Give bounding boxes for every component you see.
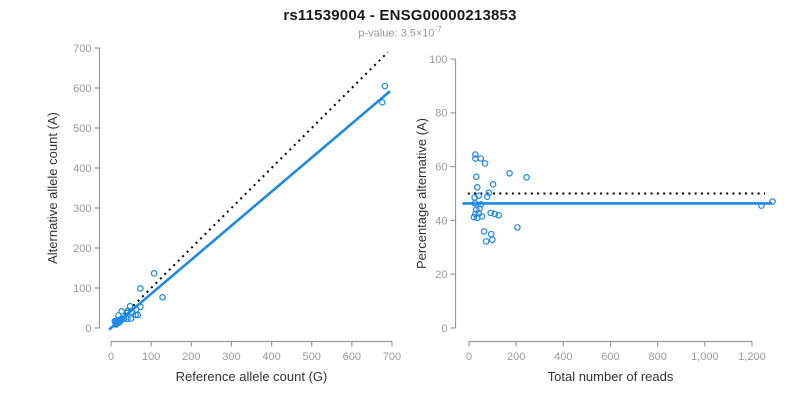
data-point bbox=[470, 213, 478, 221]
x-tick-label: 600 bbox=[343, 351, 361, 363]
y-axis-title: Percentage alternative (A) bbox=[414, 118, 429, 269]
y-tick-label: 0 bbox=[441, 323, 447, 335]
y-tick-label: 600 bbox=[73, 83, 91, 95]
data-point bbox=[480, 228, 488, 235]
data-point bbox=[487, 230, 495, 238]
y-tick-label: 500 bbox=[73, 123, 91, 135]
x-tick-label: 200 bbox=[507, 351, 525, 363]
x-tick-label: 600 bbox=[601, 351, 619, 363]
y-tick-label: 20 bbox=[435, 269, 447, 281]
data-point bbox=[487, 209, 494, 217]
x-tick-label: 500 bbox=[303, 351, 321, 363]
data-point bbox=[495, 211, 503, 219]
data-point bbox=[514, 224, 521, 231]
x-tick-label: 1,200 bbox=[738, 351, 766, 363]
data-point bbox=[477, 155, 485, 162]
data-point bbox=[120, 315, 128, 323]
data-point bbox=[478, 213, 486, 220]
x-tick-label: 100 bbox=[142, 351, 160, 363]
y-axis-title: Alternative allele count (A) bbox=[45, 112, 60, 264]
y-tick-label: 80 bbox=[435, 108, 447, 120]
page-title: rs11539004 - ENSG00000213853 bbox=[283, 7, 517, 24]
x-tick-label: 0 bbox=[108, 351, 114, 363]
y-tick-label: 200 bbox=[73, 243, 91, 255]
data-point bbox=[159, 294, 166, 301]
x-axis-title: Reference allele count (G) bbox=[176, 369, 328, 384]
pvalue-mantissa: 3.5×10 bbox=[400, 27, 435, 40]
x-tick-label: 0 bbox=[466, 351, 472, 363]
data-point bbox=[150, 270, 158, 277]
data-point bbox=[491, 210, 499, 218]
x-tick-label: 700 bbox=[383, 351, 401, 363]
data-point bbox=[769, 198, 776, 205]
percentage-vs-coverage-scatter: 0 20 40 60 80 100 0 200 400 600 800 1,000 1,200 Total… bbox=[414, 54, 776, 384]
data-point bbox=[134, 311, 141, 319]
data-point bbox=[473, 173, 480, 181]
x-tick-label: 200 bbox=[182, 351, 200, 363]
data-point bbox=[124, 315, 131, 323]
y-tick-label: 100 bbox=[73, 283, 91, 295]
x-tick-label: 1,000 bbox=[691, 351, 719, 363]
data-point bbox=[758, 202, 765, 209]
data-point bbox=[485, 189, 493, 196]
data-point bbox=[483, 193, 491, 201]
x-axis-title: Total number of reads bbox=[548, 369, 674, 384]
y-tick-label: 700 bbox=[73, 43, 91, 55]
data-point bbox=[489, 236, 496, 244]
pvalue-subtitle: p-value: 3.5×10-7 bbox=[0, 25, 800, 40]
data-point bbox=[137, 303, 144, 311]
data-point bbox=[506, 170, 513, 177]
data-point bbox=[523, 174, 530, 181]
x-tick-label: 800 bbox=[648, 351, 666, 363]
y-tick-label: 40 bbox=[435, 215, 447, 227]
allele-counts-scatter: 0 100 200 300 400 500 600 700 0 100 200 300 400 500 60… bbox=[45, 43, 401, 384]
data-point bbox=[482, 238, 490, 245]
y-tick-label: 300 bbox=[73, 203, 91, 215]
data-point bbox=[477, 200, 485, 208]
x-tick-label: 400 bbox=[262, 351, 280, 363]
data-point bbox=[381, 82, 389, 90]
x-tick-label: 300 bbox=[222, 351, 240, 363]
data-point bbox=[475, 192, 482, 199]
data-point bbox=[471, 199, 479, 207]
identity-line bbox=[110, 51, 389, 329]
data-point bbox=[473, 184, 481, 191]
y-tick-label: 100 bbox=[429, 54, 447, 66]
data-point bbox=[116, 318, 123, 326]
data-point bbox=[489, 181, 497, 188]
data-point bbox=[378, 99, 386, 106]
data-point bbox=[117, 317, 124, 325]
data-point bbox=[472, 151, 479, 158]
pvalue-exponent: -7 bbox=[434, 25, 442, 34]
y-tick-label: 400 bbox=[73, 163, 91, 175]
data-point bbox=[481, 160, 489, 167]
pvalue-label: p-value: bbox=[358, 27, 401, 40]
data-point bbox=[118, 308, 125, 315]
data-point bbox=[137, 285, 144, 292]
data-point bbox=[132, 311, 139, 319]
x-tick-label: 400 bbox=[554, 351, 572, 363]
fit-line bbox=[108, 90, 391, 331]
y-tick-label: 0 bbox=[85, 323, 91, 335]
data-point bbox=[127, 315, 135, 322]
y-tick-label: 60 bbox=[435, 161, 447, 173]
